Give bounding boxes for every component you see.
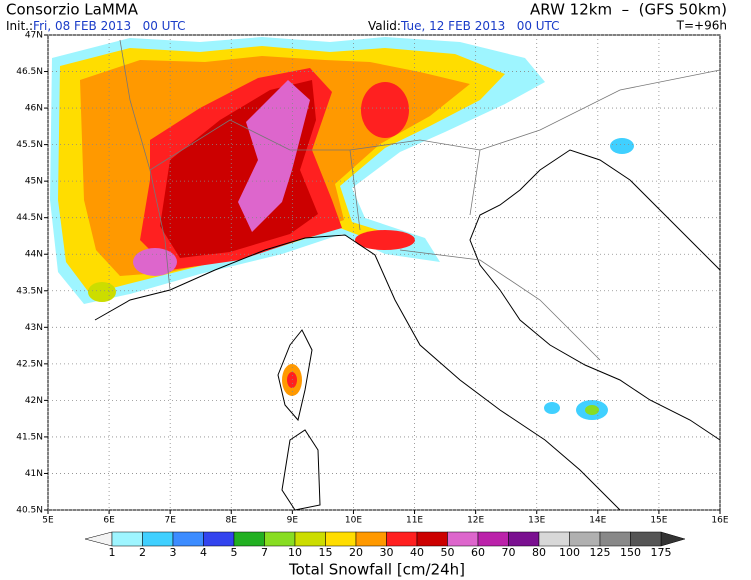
- colorbar-label: 100: [559, 546, 580, 559]
- snow-spot: [133, 248, 177, 276]
- snow-spot: [610, 138, 634, 154]
- colorbar-box: [355, 531, 387, 547]
- coastline: [94, 234, 621, 511]
- colorbar-label: 50: [441, 546, 455, 559]
- lat-label: 43N: [25, 323, 43, 333]
- colorbar-label: 5: [231, 546, 238, 559]
- lon-label: 8E: [226, 516, 238, 526]
- colorbar-label: 1: [109, 546, 116, 559]
- colorbar-label: 15: [319, 546, 333, 559]
- lat-label: 42N: [25, 396, 43, 406]
- colorbar-label: 2: [139, 546, 146, 559]
- lat-label: 47N: [25, 31, 43, 41]
- colorbar-label: 125: [590, 546, 611, 559]
- lat-label: 40.5N: [16, 506, 43, 516]
- colorbar-box: [447, 531, 479, 547]
- colorbar-label: 3: [170, 546, 177, 559]
- colorbar-label: 20: [349, 546, 363, 559]
- colorbar-box: [569, 531, 601, 547]
- lat-label: 46N: [25, 104, 43, 114]
- valid-info: Valid:Tue, 12 FEB 2013 00 UTC: [368, 19, 560, 33]
- snow-field: [50, 37, 634, 420]
- lon-label: 14E: [589, 516, 606, 526]
- colorbar-box: [477, 531, 509, 547]
- lat-label: 41.5N: [16, 432, 43, 442]
- lat-label: 45.5N: [16, 140, 43, 150]
- colorbar-label: 4: [200, 546, 207, 559]
- colorbar-box: [538, 531, 570, 547]
- colorbar-label: 70: [502, 546, 516, 559]
- snow-spot: [544, 402, 560, 414]
- lat-label: 46.5N: [16, 67, 43, 77]
- colorbar-over: [660, 531, 686, 547]
- colorbar-box: [416, 531, 448, 547]
- corsica: [277, 329, 313, 422]
- lon-label: 7E: [164, 516, 176, 526]
- colorbar-box: [599, 531, 631, 547]
- init-label: Init.:: [6, 19, 33, 33]
- colorbar-box: [264, 531, 296, 547]
- lon-label: 11E: [406, 516, 423, 526]
- init-date: Fri, 08 FEB 2013 00 UTC: [33, 19, 185, 33]
- colorbar-label: 10: [288, 546, 302, 559]
- colorbar-under: [84, 531, 113, 547]
- lon-label: 16E: [711, 516, 728, 526]
- lat-label: 44.5N: [16, 213, 43, 223]
- lat-label: 43.5N: [16, 286, 43, 296]
- colorbar-label: 150: [620, 546, 641, 559]
- sardinia: [281, 429, 321, 511]
- colorbar-box: [142, 531, 174, 547]
- colorbar-label: 30: [380, 546, 394, 559]
- colorbar-label: 60: [471, 546, 485, 559]
- colorbar-label: 175: [651, 546, 672, 559]
- colorbar-label: 7: [261, 546, 268, 559]
- colorbar-box: [630, 531, 662, 547]
- lon-label: 9E: [287, 516, 299, 526]
- lon-label: 10E: [345, 516, 362, 526]
- snow-spot: [361, 82, 409, 138]
- colorbar-box: [294, 531, 326, 547]
- colorbar-box: [233, 531, 265, 547]
- border: [119, 39, 721, 361]
- colorbar-label: 80: [532, 546, 546, 559]
- colorbar-title: Total Snowfall [cm/24h]: [288, 561, 465, 579]
- snow-spot: [585, 405, 599, 415]
- map: [44, 34, 721, 514]
- lon-label: 5E: [42, 516, 54, 526]
- valid-label: Valid:: [368, 19, 401, 33]
- lon-label: 15E: [650, 516, 667, 526]
- colorbar-box: [325, 531, 357, 547]
- coastline: [469, 149, 721, 441]
- colorbar-box: [111, 531, 143, 547]
- colorbar-box: [203, 531, 235, 547]
- model: ARW 12km – (GFS 50km): [530, 1, 727, 19]
- colorbar-box: [508, 531, 540, 547]
- lat-label: 45N: [25, 177, 43, 187]
- colorbar: 1 2 3 4 5 7 10 15 20 30 40 50 60 70 80 100 125 150 175: [84, 531, 686, 559]
- lat-label: 44N: [25, 250, 43, 260]
- snow-spot: [287, 372, 297, 388]
- lon-label: 6E: [103, 516, 115, 526]
- title: Consorzio LaMMA: [6, 1, 139, 19]
- lon-label: 13E: [528, 516, 545, 526]
- colorbar-box: [386, 531, 418, 547]
- valid-date: Tue, 12 FEB 2013 00 UTC: [400, 19, 560, 33]
- lead-time: T=+96h: [676, 19, 727, 33]
- lat-label: 42.5N: [16, 359, 43, 369]
- lon-label: 12E: [467, 516, 484, 526]
- snow-spot: [88, 282, 116, 302]
- graticule: [44, 34, 721, 514]
- snow-50: [238, 80, 310, 232]
- colorbar-label: 40: [410, 546, 424, 559]
- snow-spot: [355, 230, 415, 250]
- init-info: Init.:Fri, 08 FEB 2013 00 UTC: [6, 19, 185, 33]
- colorbar-box: [172, 531, 204, 547]
- lat-label: 41N: [25, 469, 43, 479]
